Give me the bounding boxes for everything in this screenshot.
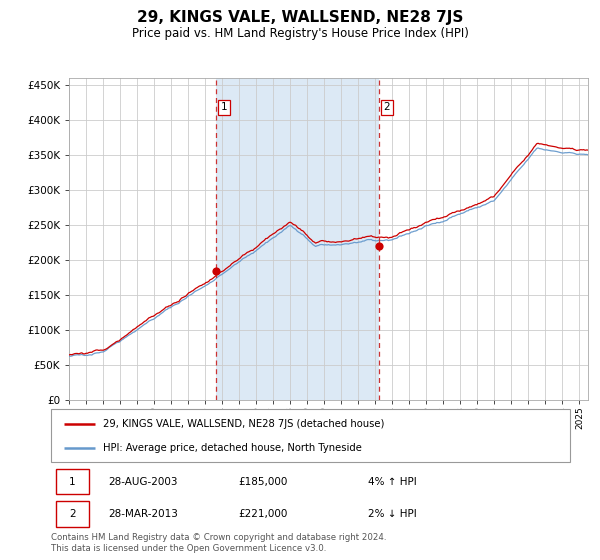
Point [374,241,384,250]
Text: HPI: Average price, detached house, North Tyneside: HPI: Average price, detached house, Nort… [103,443,362,453]
Text: 29, KINGS VALE, WALLSEND, NE28 7JS: 29, KINGS VALE, WALLSEND, NE28 7JS [137,10,463,25]
FancyBboxPatch shape [51,409,570,462]
Text: Price paid vs. HM Land Registry's House Price Index (HPI): Price paid vs. HM Land Registry's House … [131,27,469,40]
Bar [216,78,379,400]
Text: 28-MAR-2013: 28-MAR-2013 [108,508,178,519]
FancyBboxPatch shape [56,501,89,526]
Text: 2% ↓ HPI: 2% ↓ HPI [368,508,416,519]
Text: 28-AUG-2003: 28-AUG-2003 [108,477,178,487]
Text: 2: 2 [69,508,76,519]
Text: £185,000: £185,000 [238,477,287,487]
Text: £221,000: £221,000 [238,508,287,519]
Text: Contains HM Land Registry data © Crown copyright and database right 2024.
This d: Contains HM Land Registry data © Crown c… [51,533,386,553]
Text: 4% ↑ HPI: 4% ↑ HPI [368,477,416,487]
Text: 1: 1 [220,102,227,113]
Text: 2: 2 [383,102,390,113]
Point [211,267,221,276]
Text: 29, KINGS VALE, WALLSEND, NE28 7JS (detached house): 29, KINGS VALE, WALLSEND, NE28 7JS (deta… [103,419,384,429]
Text: 1: 1 [69,477,76,487]
FancyBboxPatch shape [56,469,89,494]
